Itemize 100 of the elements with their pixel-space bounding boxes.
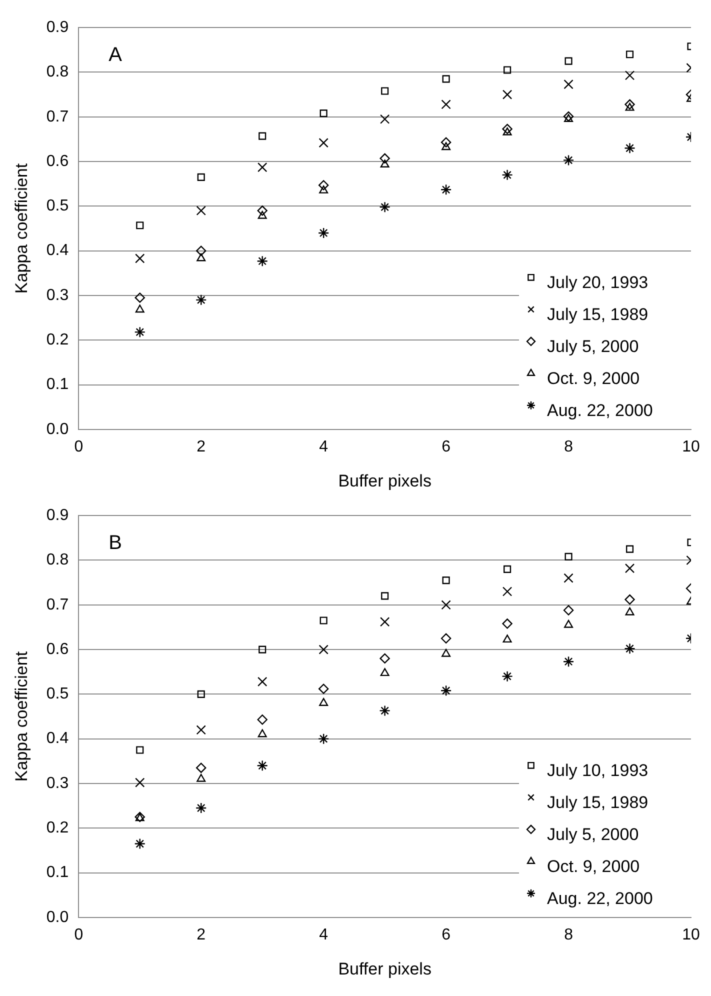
x-tick-label: 6: [442, 926, 451, 944]
x-axis-title: Buffer pixels: [338, 471, 432, 490]
point: [380, 617, 390, 627]
point: [502, 127, 512, 136]
y-axis-title: Kappa coefficient: [12, 651, 31, 782]
point: [196, 802, 207, 814]
point: [318, 180, 329, 190]
y-axis-title: Kappa coefficient: [12, 163, 31, 294]
y-tick-label: 0.0: [46, 908, 69, 926]
legend-label: July 5, 2000: [547, 337, 639, 356]
y-tick-label: 0.0: [46, 420, 69, 438]
point: [134, 292, 145, 303]
x-tick-label: 4: [319, 438, 328, 456]
point: [257, 206, 268, 216]
point: [442, 75, 450, 83]
point: [624, 142, 636, 154]
point: [563, 111, 574, 122]
point: [440, 685, 452, 696]
point: [626, 50, 634, 58]
point: [135, 304, 144, 313]
point: [502, 124, 512, 134]
point: [319, 185, 328, 194]
point: [442, 576, 450, 584]
point: [196, 294, 207, 306]
point: [196, 246, 206, 256]
point: [258, 162, 268, 172]
point: [318, 644, 328, 654]
point: [502, 586, 512, 596]
point: [624, 70, 635, 80]
y-tick-label: 0.5: [46, 198, 69, 215]
point: [197, 690, 205, 698]
y-tick-label: 0.9: [46, 507, 69, 524]
point: [318, 733, 330, 744]
point: [563, 605, 574, 616]
y-tick-label: 0.7: [46, 108, 69, 126]
point: [440, 633, 452, 644]
legend-label: Aug. 22, 2000: [547, 889, 653, 908]
x-tick-label: 8: [564, 926, 574, 944]
point: [624, 563, 635, 574]
y-tick-label: 0.4: [46, 242, 69, 260]
point: [320, 110, 328, 118]
legend-label: July 20, 1993: [547, 273, 648, 292]
legend-label: Oct. 9, 2000: [547, 369, 640, 388]
point: [379, 705, 390, 716]
point: [196, 725, 206, 735]
point: [440, 184, 452, 196]
y-tick-label: 0.1: [46, 376, 69, 394]
point: [380, 653, 390, 664]
point: [134, 326, 146, 338]
x-tick-label: 2: [196, 926, 206, 944]
point: [381, 592, 389, 600]
point: [624, 643, 636, 654]
point: [318, 227, 330, 239]
point: [564, 573, 574, 583]
point: [380, 114, 390, 124]
point: [564, 620, 574, 628]
point: [319, 698, 328, 706]
x-tick-label: 2: [196, 438, 206, 456]
text: B: [108, 532, 122, 554]
point: [624, 594, 635, 605]
point: [196, 206, 206, 216]
point: [258, 676, 268, 687]
x-tick-label: 4: [319, 926, 328, 944]
point: [502, 634, 512, 643]
x-axis-title: Buffer pixels: [338, 959, 432, 978]
x-tick-label: 0: [74, 926, 84, 944]
legend-label: July 10, 1993: [547, 761, 648, 780]
y-tick-label: 0.6: [46, 640, 69, 658]
point: [441, 100, 451, 110]
point: [318, 138, 328, 148]
point: [256, 255, 268, 267]
point: [441, 600, 451, 610]
y-tick-label: 0.6: [46, 152, 69, 170]
y-tick-label: 0.8: [46, 64, 69, 81]
point: [442, 648, 451, 657]
point: [258, 729, 267, 738]
x-tick-label: 8: [564, 438, 574, 456]
y-tick-label: 0.7: [46, 596, 69, 614]
point: [134, 838, 146, 850]
x-tick-label: 10: [682, 926, 700, 944]
x-tick-label: 6: [442, 438, 451, 456]
point: [625, 102, 634, 111]
y-tick-label: 0.8: [46, 552, 69, 569]
point: [380, 160, 390, 168]
point: [258, 210, 267, 219]
x-tick-label: 0: [74, 438, 84, 456]
point: [380, 668, 390, 676]
y-tick-label: 0.3: [46, 286, 69, 304]
legend-label: July 5, 2000: [547, 825, 639, 844]
y-tick-label: 0.9: [46, 19, 69, 36]
point: [564, 57, 572, 65]
point: [379, 201, 390, 213]
point: [258, 646, 266, 654]
point: [258, 132, 266, 140]
point: [257, 714, 268, 725]
point: [440, 137, 452, 148]
point: [564, 79, 574, 90]
point: [196, 762, 206, 773]
point: [502, 169, 513, 181]
point: [318, 684, 329, 694]
